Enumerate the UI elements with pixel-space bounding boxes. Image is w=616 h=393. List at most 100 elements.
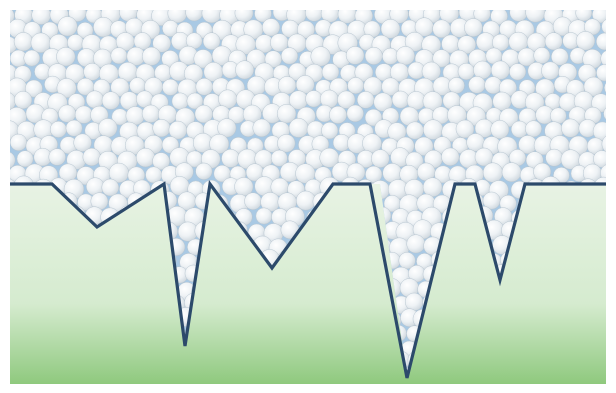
sphere-particle (604, 79, 606, 97)
sphere-particle (152, 119, 171, 138)
sphere-particle (345, 46, 365, 65)
sphere-particle (217, 118, 237, 138)
sphere-particle (448, 77, 465, 94)
sphere-particle (405, 121, 424, 140)
sphere-particle (601, 134, 606, 155)
sphere-particle (10, 151, 16, 170)
sphere-particle (468, 76, 486, 94)
sphere-particle (501, 162, 522, 183)
sphere-particle (261, 18, 281, 37)
sphere-particle (152, 34, 171, 53)
sphere-particle (186, 92, 204, 110)
sphere-particle (270, 149, 288, 167)
sphere-particle (277, 134, 296, 153)
sphere-particle (101, 178, 120, 197)
sphere-particle (321, 122, 339, 140)
sphere-particle (541, 61, 560, 80)
sphere-particle (329, 105, 347, 124)
sphere-particle (202, 32, 221, 50)
sphere-particle (575, 31, 596, 51)
sphere-particle (490, 120, 510, 139)
sphere-particle (321, 63, 340, 81)
sphere-particle (254, 10, 272, 23)
sphere-particle (457, 62, 475, 81)
sphere-particle (83, 62, 102, 81)
sphere-particle (56, 78, 77, 99)
sphere-particle (422, 119, 444, 140)
sphere-particle (473, 10, 491, 23)
sphere-particle (73, 133, 92, 152)
sphere-particle (364, 46, 383, 65)
sphere-particle (441, 147, 460, 166)
sphere-particle (561, 118, 580, 138)
sphere-particle (371, 149, 390, 168)
sphere-particle (288, 118, 309, 138)
sphere-particle (56, 47, 76, 67)
sphere-particle (596, 64, 606, 82)
sphere-particle (406, 234, 426, 254)
sphere-particle (141, 104, 160, 123)
sphere-particle (337, 90, 356, 109)
sphere-particle (551, 48, 569, 66)
sphere-particle (14, 90, 33, 110)
sphere-particle (58, 104, 77, 123)
sphere-particle (544, 32, 563, 51)
sphere-particle (533, 47, 551, 64)
sphere-particle (244, 192, 262, 210)
sphere-particle (545, 148, 564, 167)
sphere-particle (535, 78, 555, 99)
sphere-particle (235, 60, 255, 80)
sphere-particle (509, 63, 527, 81)
sphere-particle (10, 133, 28, 151)
sphere-particle (346, 104, 364, 123)
sphere-particle (484, 76, 503, 95)
sphere-particle (49, 120, 67, 138)
sphere-particle (482, 162, 503, 183)
sphere-particle (16, 150, 34, 168)
sphere-particle (414, 136, 434, 156)
sphere-particle (161, 78, 179, 96)
sphere-particle (455, 119, 475, 139)
surface-profile-line (10, 179, 606, 379)
sphere-particle (601, 18, 606, 35)
sphere-particle (252, 118, 271, 138)
sphere-particle (135, 147, 156, 168)
sphere-particle (276, 104, 297, 124)
sphere-particle (255, 207, 273, 225)
sphere-particle (110, 47, 128, 65)
sphere-particle (82, 147, 101, 167)
sphere-particle (152, 152, 170, 171)
sphere-particle (13, 32, 33, 52)
sphere-particle (141, 46, 161, 66)
sphere-particle (85, 90, 104, 109)
sphere-particle (23, 49, 41, 67)
sphere-particle (583, 76, 604, 97)
sphere-particle (65, 119, 83, 137)
sphere-particle (592, 10, 606, 24)
sphere-particle (195, 78, 214, 96)
sphere-particle (603, 105, 606, 123)
sphere-particle (464, 18, 483, 37)
sphere-particle (221, 149, 240, 168)
sphere-particle (421, 61, 441, 81)
sphere-particle (439, 10, 460, 24)
sphere-particle (593, 150, 606, 168)
sphere-particle (310, 46, 331, 67)
sphere-particle (101, 91, 121, 110)
sphere-particle (354, 63, 374, 82)
sphere-particle (209, 133, 230, 154)
sphere-particle (596, 32, 606, 51)
sphere-particle (575, 10, 593, 22)
sphere-particle (110, 77, 130, 97)
sphere-particle (490, 10, 508, 25)
sphere-particle (25, 79, 43, 98)
sphere-particle (533, 162, 552, 181)
sphere-particle (347, 77, 365, 95)
sphere-particle (48, 148, 66, 166)
sphere-particle (195, 162, 213, 180)
sphere-particle (600, 49, 606, 68)
sphere-particle (525, 120, 542, 138)
sphere-particle (171, 92, 189, 110)
sphere-particle (391, 90, 410, 109)
